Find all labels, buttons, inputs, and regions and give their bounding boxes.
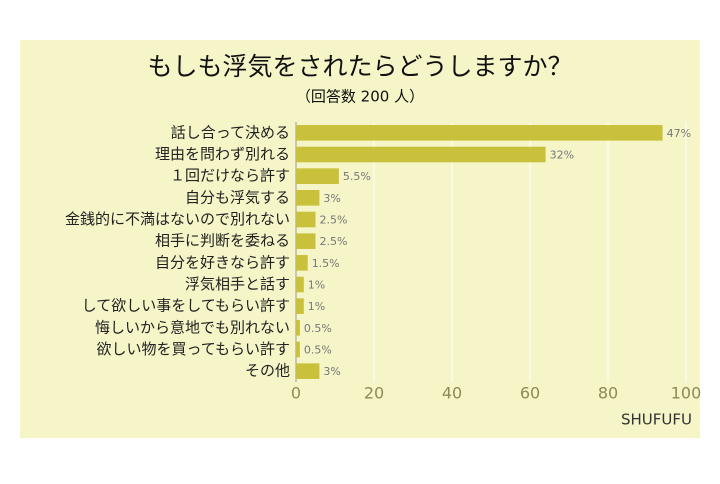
- bar: [296, 298, 304, 314]
- y-tick-label: 金銭的に不満はないので別れない: [65, 210, 290, 228]
- y-tick-label: 話し合って決める: [171, 123, 290, 141]
- value-label: 2.5%: [320, 214, 348, 227]
- bar: [296, 233, 316, 249]
- y-tick-label: 悔しいから意地でも別れない: [95, 318, 290, 336]
- x-tick-label: 40: [442, 384, 462, 403]
- bar: [296, 168, 339, 184]
- bar: [296, 211, 316, 228]
- value-label: 3%: [323, 365, 340, 378]
- y-tick-label: １回だけなら許す: [170, 167, 290, 185]
- bar: [296, 190, 320, 206]
- value-label: 2.5%: [320, 235, 348, 248]
- y-tick-label: 浮気相手と話す: [185, 275, 290, 293]
- bar: [296, 146, 546, 163]
- y-tick-label: 自分も浮気する: [185, 188, 290, 206]
- x-tick-label: 100: [671, 384, 702, 403]
- value-label: 32%: [550, 149, 574, 162]
- value-label: 0.5%: [304, 344, 332, 357]
- y-tick-label: 自分を好きなら許す: [155, 253, 290, 271]
- y-tick-label: 相手に判断を委ねる: [155, 232, 290, 250]
- y-tick-label: その他: [245, 362, 290, 380]
- y-tick-label: して欲しい事をしてもらい許す: [82, 297, 290, 315]
- value-label: 5.5%: [343, 170, 371, 183]
- value-label: 47%: [667, 127, 691, 140]
- bar: [296, 363, 320, 379]
- x-tick-label: 80: [598, 384, 618, 403]
- y-tick-label: 理由を問わず別れる: [155, 145, 290, 163]
- chart-background: [20, 40, 700, 438]
- value-label: 0.5%: [304, 322, 332, 335]
- source: SHUFUFU: [621, 411, 692, 429]
- bar: [296, 125, 663, 141]
- value-label: 3%: [323, 192, 340, 205]
- chart-subtitle: （回答数 200 人）: [296, 88, 424, 106]
- bar: [296, 276, 304, 293]
- x-tick-label: 0: [291, 384, 301, 403]
- bar: [296, 341, 300, 358]
- value-label: 1%: [308, 279, 325, 292]
- bar: [296, 320, 300, 336]
- x-tick-label: 60: [520, 384, 540, 403]
- chart-title: もしも浮気をされたらどうしますか？: [147, 52, 572, 81]
- value-label: 1.5%: [312, 257, 340, 270]
- value-label: 1%: [308, 300, 325, 313]
- x-tick-label: 20: [364, 384, 384, 403]
- y-tick-label: 欲しい物を買ってもらい許す: [96, 340, 290, 358]
- bar: [296, 255, 308, 271]
